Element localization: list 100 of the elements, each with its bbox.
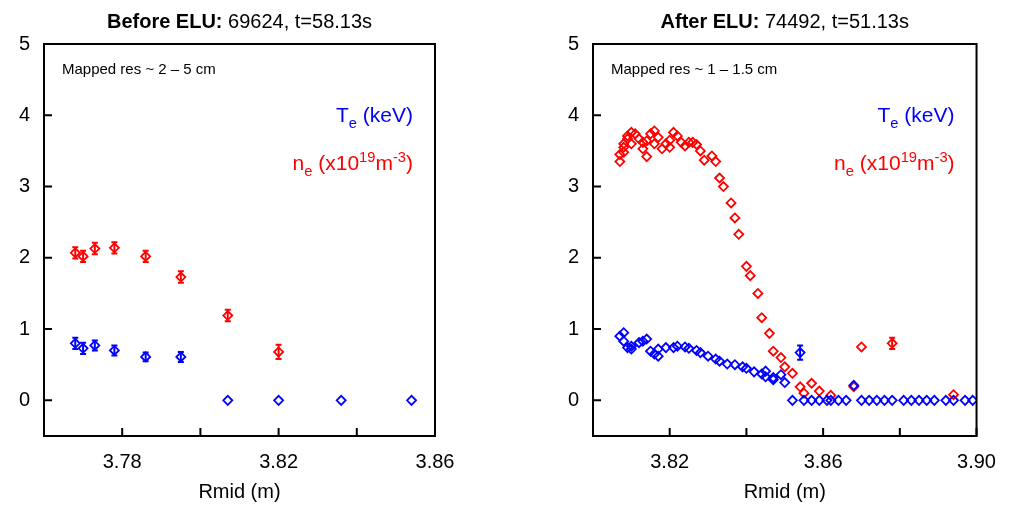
point — [664, 141, 676, 153]
point — [614, 149, 626, 160]
point — [714, 172, 725, 184]
point — [652, 131, 664, 143]
point — [625, 138, 637, 150]
point — [806, 377, 818, 389]
y-tick-label: 5 — [18, 31, 30, 54]
point — [406, 394, 417, 406]
point — [794, 381, 806, 393]
point — [691, 345, 702, 356]
x-tick-label: 3.86 — [415, 449, 455, 472]
point — [622, 342, 633, 354]
point — [687, 136, 699, 148]
point — [645, 345, 656, 357]
point — [863, 394, 875, 406]
point — [706, 150, 718, 162]
point — [637, 143, 649, 155]
point — [691, 139, 702, 150]
point — [637, 136, 649, 148]
x-tick-label: 3.86 — [803, 449, 843, 472]
point — [913, 394, 925, 406]
point — [641, 151, 653, 163]
point — [273, 394, 284, 406]
point — [921, 394, 933, 406]
y-tick-label: 0 — [18, 387, 30, 410]
x-tick-label: 3.78 — [102, 449, 142, 472]
point — [637, 335, 649, 347]
y-tick-label: 1 — [18, 316, 30, 339]
point — [652, 350, 664, 362]
point — [825, 394, 837, 406]
point — [718, 181, 729, 192]
point — [618, 146, 630, 158]
point — [760, 365, 771, 377]
point — [702, 350, 714, 362]
point — [714, 355, 725, 367]
point — [764, 327, 775, 339]
point — [656, 143, 668, 155]
point — [821, 394, 833, 406]
point — [618, 327, 630, 339]
x-axis-title: Rmid (m) — [198, 479, 281, 502]
annotation: Mapped res ~ 2 – 5 cm — [62, 60, 216, 78]
point — [940, 394, 952, 406]
point — [967, 394, 977, 406]
point — [741, 362, 752, 374]
point — [886, 394, 898, 406]
point — [856, 341, 867, 353]
x-tick-label: 3.82 — [650, 449, 690, 472]
point — [710, 353, 722, 365]
point — [856, 394, 867, 406]
point — [648, 125, 660, 137]
point — [840, 394, 852, 406]
point — [641, 135, 653, 147]
point — [798, 394, 810, 406]
point — [898, 394, 910, 406]
point — [905, 394, 917, 406]
x-tick-label: 3.82 — [259, 449, 299, 472]
point — [633, 133, 645, 145]
point — [948, 394, 959, 406]
y-tick-label: 3 — [567, 174, 579, 197]
point — [222, 394, 234, 406]
point — [664, 134, 676, 146]
point — [825, 389, 837, 401]
point — [668, 126, 679, 138]
point — [748, 366, 760, 378]
point — [633, 337, 645, 349]
point — [335, 394, 347, 406]
point — [798, 387, 810, 399]
y-tick-label: 4 — [567, 102, 579, 125]
point — [813, 385, 825, 397]
point — [760, 371, 771, 383]
point — [928, 394, 940, 406]
point — [671, 340, 683, 352]
x-axis-title: Rmid (m) — [743, 479, 826, 502]
point — [679, 341, 691, 353]
point — [652, 343, 664, 355]
point — [752, 288, 764, 299]
point — [871, 394, 883, 406]
point — [641, 333, 653, 345]
point — [698, 154, 710, 166]
point — [879, 394, 890, 406]
point — [775, 352, 787, 363]
chart-title: Before ELU: 69624, t=58.13s — [106, 9, 373, 32]
point — [694, 347, 706, 359]
y-tick-label: 1 — [567, 316, 579, 339]
point — [787, 394, 798, 406]
point — [614, 156, 626, 167]
point — [744, 270, 756, 282]
point — [948, 389, 959, 401]
point — [806, 394, 818, 406]
point — [756, 312, 768, 324]
point — [737, 361, 748, 373]
y-tick-label: 5 — [567, 31, 579, 54]
y-tick-label: 4 — [18, 102, 30, 125]
point — [614, 330, 626, 342]
point — [694, 145, 706, 157]
point — [675, 136, 687, 148]
point — [775, 369, 787, 381]
point — [721, 358, 733, 370]
point — [787, 367, 798, 379]
point — [683, 136, 695, 148]
